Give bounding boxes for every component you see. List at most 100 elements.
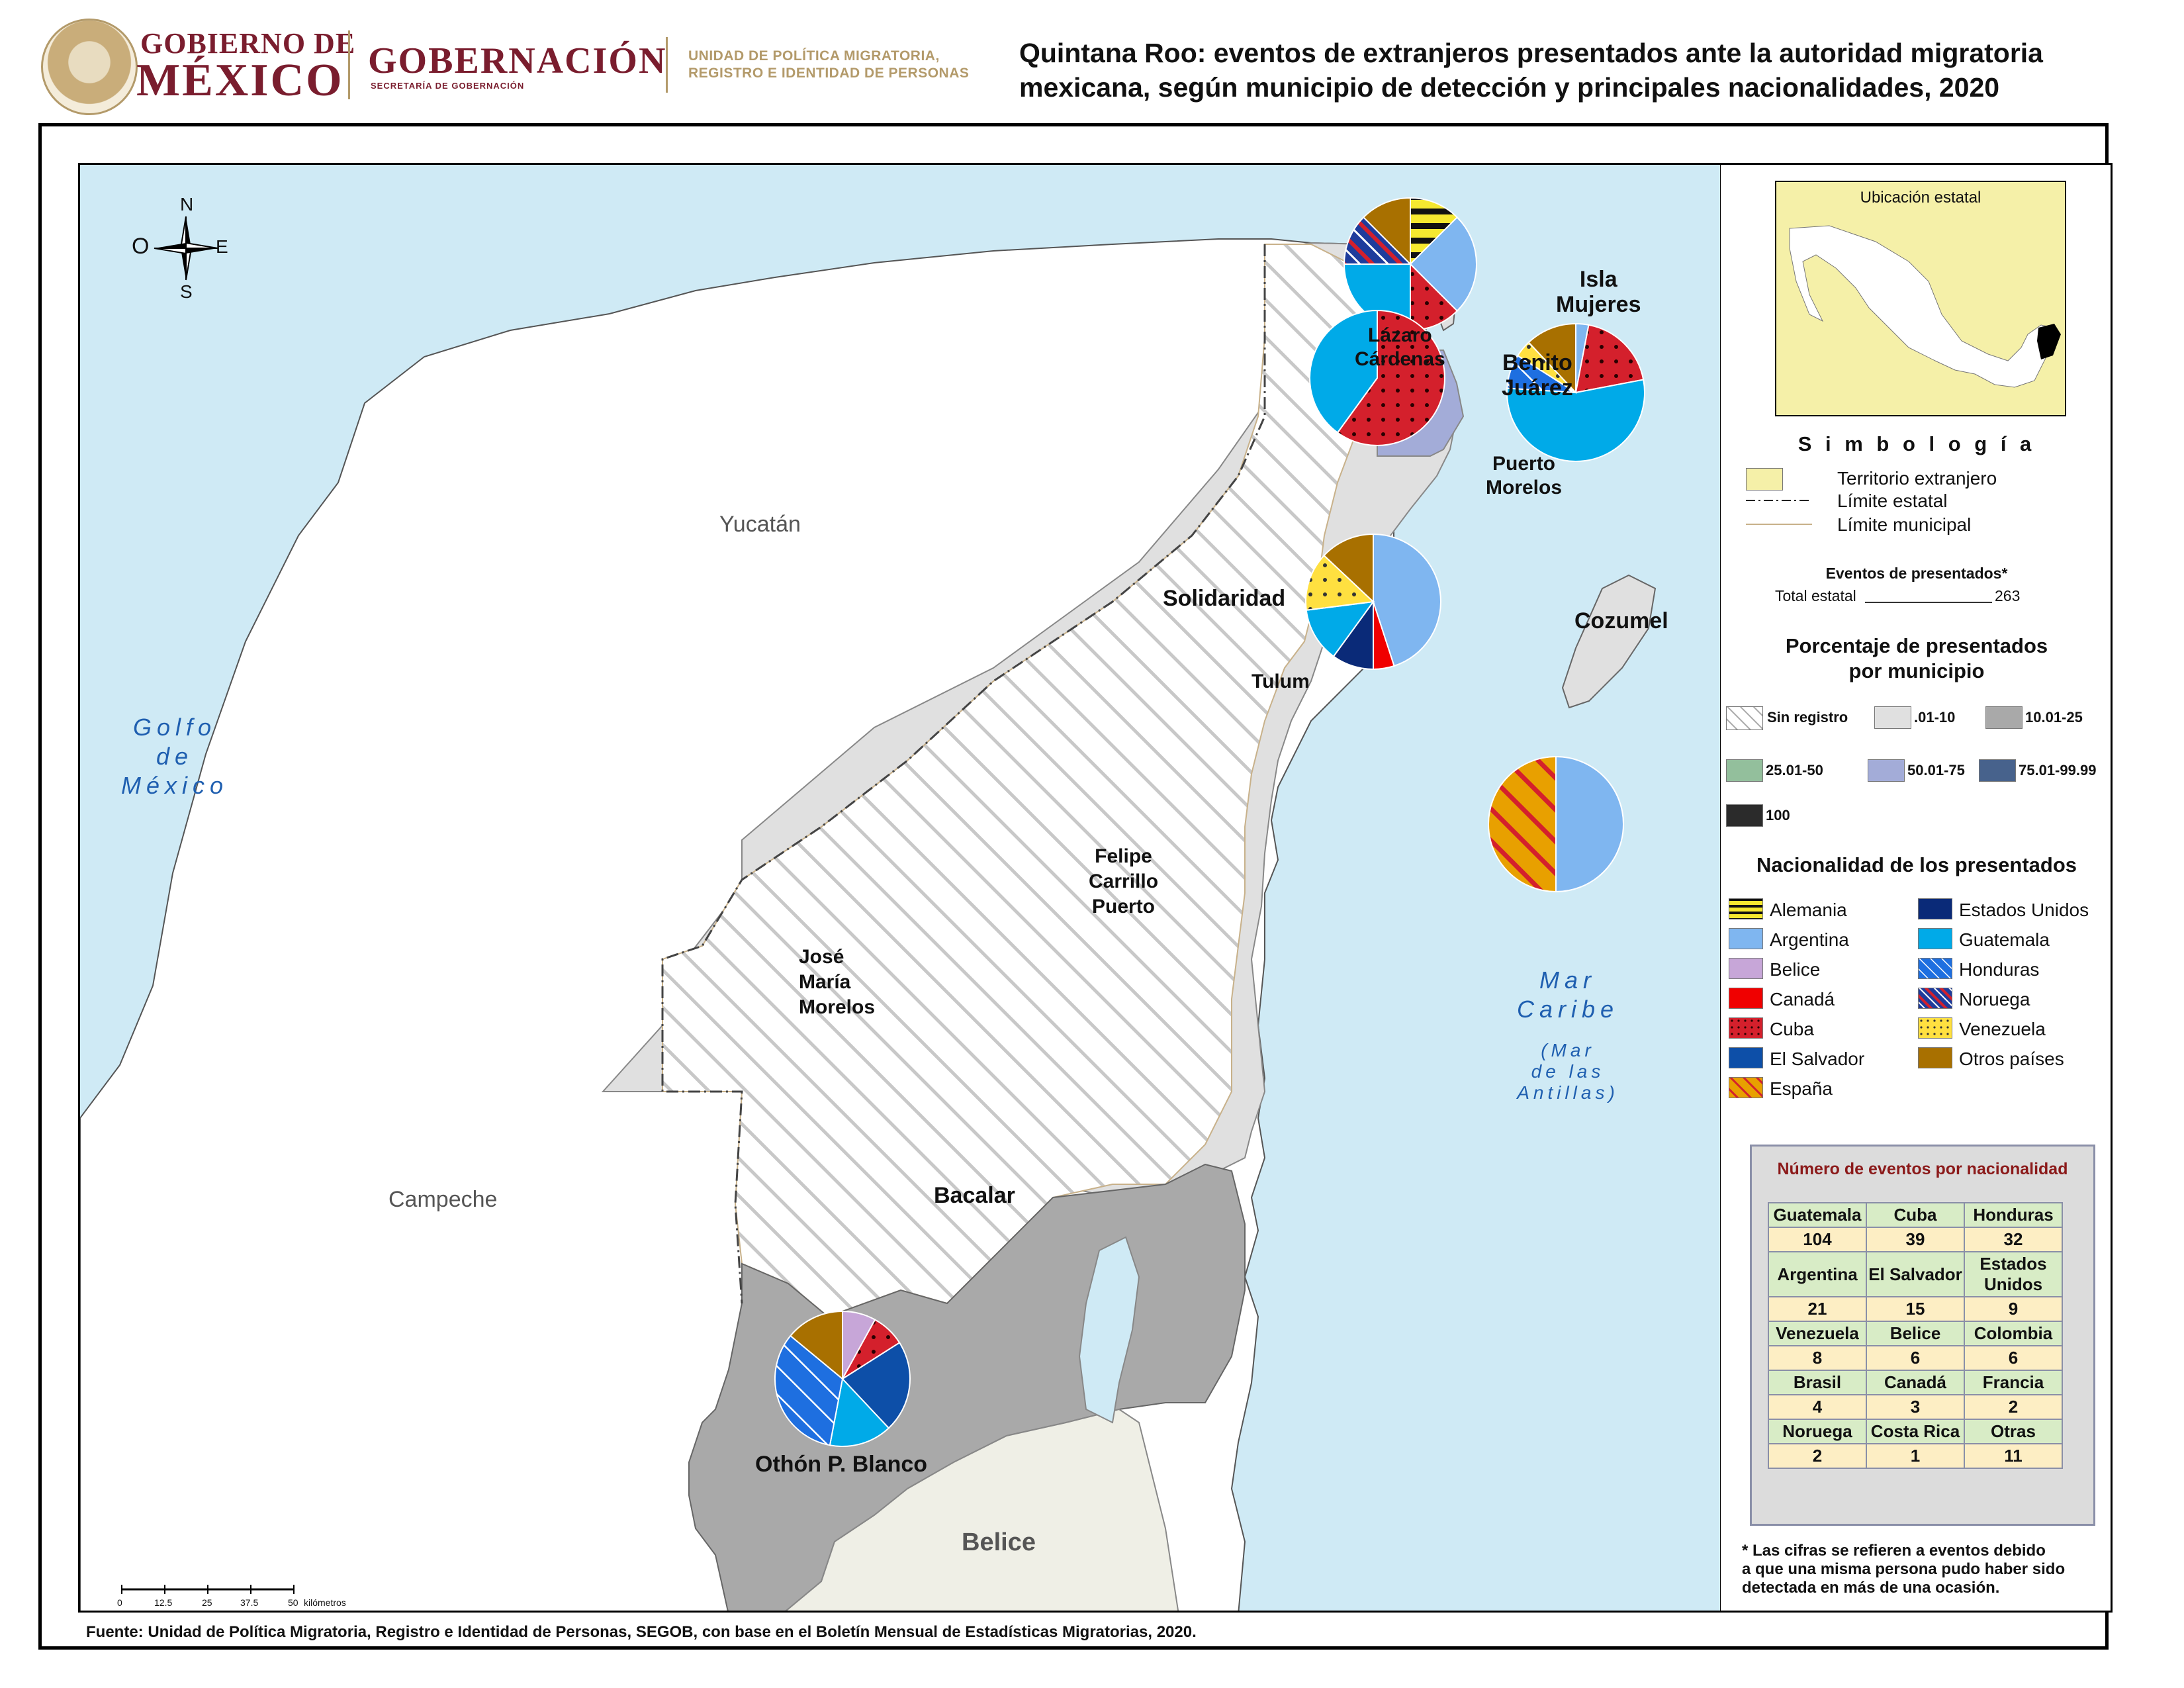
label-line: Benito	[1502, 350, 1572, 375]
label-line: Mujeres	[1556, 292, 1641, 317]
scale-bar	[121, 1585, 295, 1594]
table-cell: 2	[1964, 1394, 2063, 1420]
table-header-row: Brasil Canadá Francia	[1768, 1370, 2063, 1395]
table-header-cell: Brasil	[1768, 1370, 1867, 1395]
pie-l-zaro-c-rdenas	[1343, 197, 1477, 332]
table-cell: 6	[1866, 1345, 1965, 1371]
limite-municipal-label: Límite municipal	[1837, 514, 1972, 535]
class-swatch	[1874, 706, 1911, 729]
nacionalidad-label: Belice	[1770, 959, 1821, 980]
label-tulum: Tulum	[1251, 671, 1310, 692]
caribe-line: Caribe	[1516, 996, 1619, 1023]
porcentaje-line: por municipio	[1848, 659, 1985, 682]
table-header-cell: Costa Rica	[1866, 1419, 1965, 1444]
table-title: Número de eventos por nacionalidad	[1777, 1160, 2068, 1178]
class-label: 75.01-99.99	[2019, 762, 2097, 778]
compass-o: O	[132, 234, 150, 259]
compass-rose-icon	[154, 216, 218, 281]
table-header-cell: Honduras	[1964, 1202, 2063, 1228]
source-footer: Fuente: Unidad de Política Migratoria, R…	[86, 1623, 1197, 1641]
antillas-line: (Mar	[1541, 1040, 1595, 1060]
label-lazaro-cardenas: Lázaro Cárdenas	[1355, 324, 1445, 371]
pie-slice	[1323, 533, 1374, 604]
header-divider	[348, 30, 350, 99]
pie-cozumel	[1488, 755, 1624, 893]
table-cell: 39	[1866, 1227, 1965, 1252]
label-felipe-carrillo-puerto: Felipe Carrillo Puerto	[1089, 844, 1158, 919]
caribe-line: Mar	[1539, 966, 1596, 994]
pie-slice	[1373, 533, 1441, 667]
class-swatch	[1726, 759, 1763, 782]
total-value: 263	[1995, 587, 2021, 604]
class-swatch	[1979, 759, 2016, 782]
table-header-row: Argentina El Salvador Estados Unidos	[1768, 1251, 2063, 1297]
nacionalidad-label: Otros países	[1959, 1049, 2064, 1069]
legend-panel: Ubicación estatal S i m b o l o g í a Te…	[1721, 163, 2113, 1613]
scale-tick: 25	[202, 1597, 212, 1608]
table-header-cell: Otras	[1964, 1419, 2063, 1444]
label-line: Carrillo	[1089, 870, 1159, 892]
nacionalidad-swatch	[1918, 928, 1952, 953]
table-header-cell: Canadá	[1866, 1370, 1965, 1395]
nacionalidad-swatch	[1729, 958, 1763, 982]
nacionalidad-label: Noruega	[1959, 989, 2030, 1009]
nacionalidad-swatch	[1918, 958, 1952, 982]
class-swatch	[1726, 804, 1763, 827]
label-line: Lázaro	[1368, 324, 1432, 346]
compass-n: N	[180, 194, 194, 214]
table-header-cell: El Salvador	[1866, 1251, 1965, 1297]
table-cell: 1	[1866, 1443, 1965, 1469]
label-line: Felipe	[1095, 845, 1152, 867]
scale-tick: 0	[117, 1597, 122, 1608]
pie-slice	[1336, 309, 1445, 446]
nacionalidad-table-box: Número de eventos por nacionalidad Guate…	[1750, 1145, 2095, 1526]
label-solidaridad: Solidaridad	[1163, 586, 1286, 611]
table-cell: 8	[1768, 1345, 1867, 1371]
nacionalidad-swatch	[1918, 1017, 1952, 1042]
pie-puerto-morelos	[1309, 309, 1445, 446]
pie-slice	[841, 1341, 911, 1429]
label-line: Morelos	[799, 996, 876, 1018]
table-cell: 11	[1964, 1443, 2063, 1469]
territorio-label: Territorio extranjero	[1837, 468, 1997, 489]
table-header-cell: Venezuela	[1768, 1321, 1867, 1346]
label-golfo-de-mexico: Golfo de México	[105, 713, 244, 800]
nacionalidad-label: El Salvador	[1770, 1049, 1865, 1069]
nacionalidad-swatch	[1918, 1047, 1952, 1072]
table-row: 104 39 32	[1768, 1227, 2063, 1252]
coat-of-arms-logo	[41, 19, 138, 115]
simbologia-title: S i m b o l o g í a	[1797, 432, 2036, 455]
golfo-line: Golfo	[132, 714, 217, 741]
note-line: a que una misma persona pudo haber sido	[1742, 1560, 2066, 1578]
golfo-line: de	[156, 743, 194, 770]
table-row: 2 1 11	[1768, 1443, 2063, 1469]
pie-slice	[1527, 322, 1576, 395]
table-header-cell: Noruega	[1768, 1419, 1867, 1444]
label-line: José	[799, 946, 844, 968]
note-line: * Las cifras se refieren a eventos debid…	[1742, 1542, 2046, 1560]
nacionalidad-swatch	[1729, 928, 1763, 953]
compass-e: E	[216, 236, 228, 257]
label-othon-p-blanco: Othón P. Blanco	[755, 1452, 928, 1477]
nacionalidad-swatch	[1729, 1077, 1763, 1102]
unidad-line-1: UNIDAD DE POLÍTICA MIGRATORIA,	[688, 48, 940, 64]
title-line-2: mexicana, según municipio de detección y…	[1019, 72, 2000, 103]
label-line: Morelos	[1486, 477, 1563, 498]
pie-slice	[1506, 379, 1645, 462]
pie-benito-ju-rez	[1506, 322, 1645, 462]
table-header-cell: Francia	[1964, 1370, 2063, 1395]
table-cell: 3	[1866, 1394, 1965, 1420]
table-cell: 6	[1964, 1345, 2063, 1371]
nacionalidad-label: Honduras	[1959, 959, 2040, 980]
table-cell: 9	[1964, 1296, 2063, 1322]
note-line: detectada en más de una ocasión.	[1742, 1579, 2000, 1597]
gobernacion-label: GOBERNACIÓN	[368, 40, 667, 81]
total-label: Total estatal	[1775, 587, 1856, 604]
nacionalidad-swatch	[1729, 988, 1763, 1012]
table-cell: 4	[1768, 1394, 1867, 1420]
nacionalidad-label: Canadá	[1770, 989, 1835, 1009]
label-benito-juarez: Benito Juárez	[1502, 350, 1573, 400]
pie-slice	[1555, 755, 1624, 893]
table-header-row: Noruega Costa Rica Otras	[1768, 1419, 2063, 1444]
mexico-label: MÉXICO	[136, 55, 344, 106]
